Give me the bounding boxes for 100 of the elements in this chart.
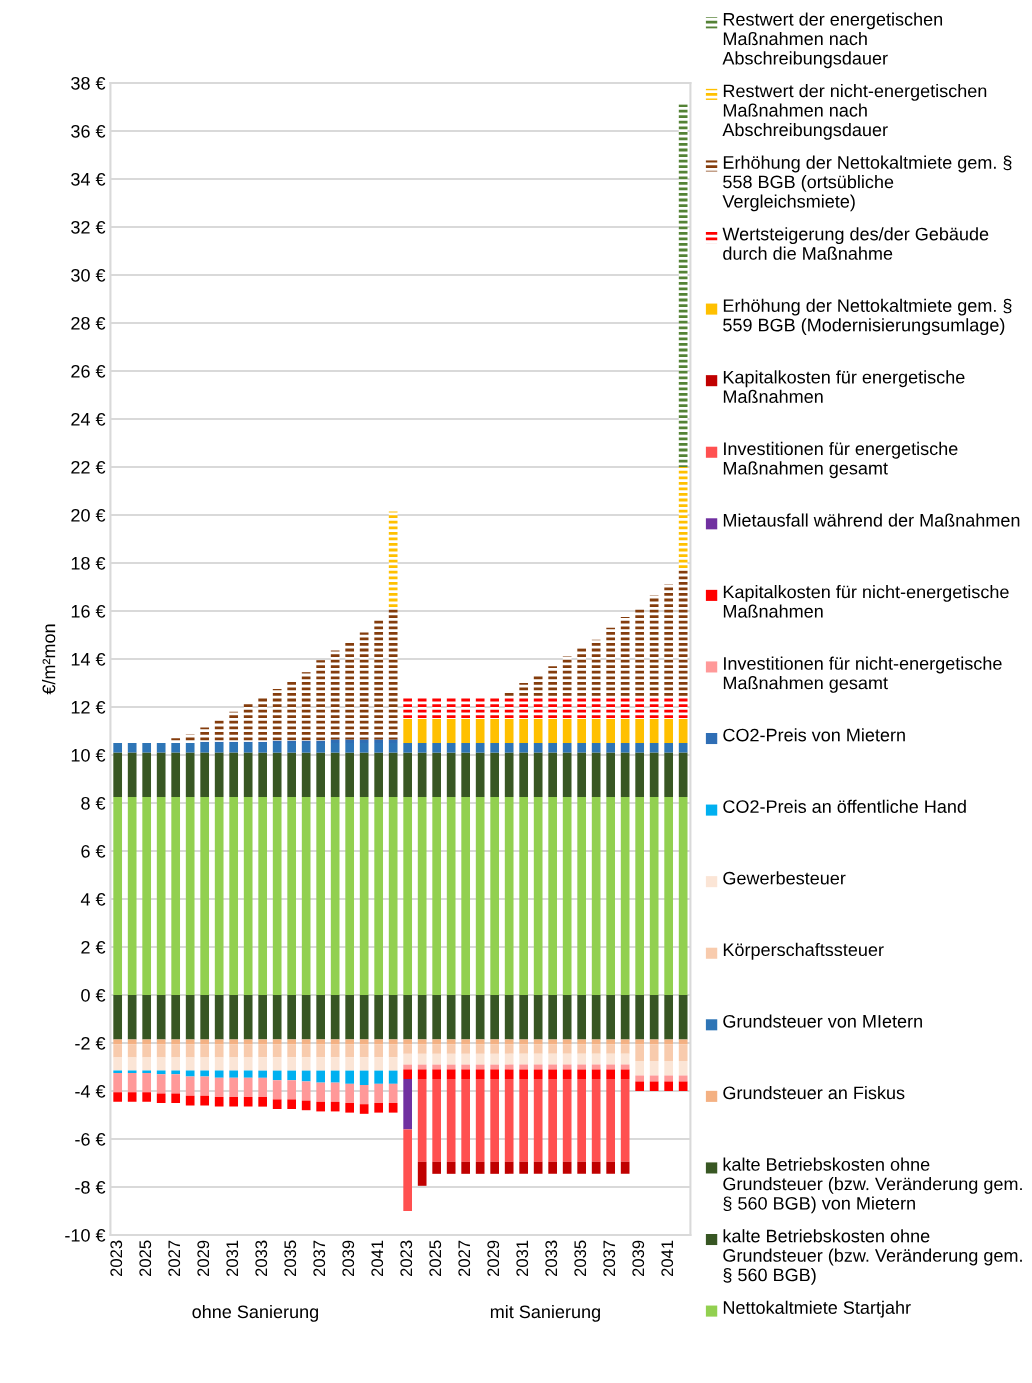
bar: [301, 752, 311, 797]
bar: [577, 1069, 587, 1080]
bar: [432, 797, 442, 996]
bar: [461, 797, 471, 996]
bar: [214, 1077, 224, 1098]
bar: [519, 797, 529, 996]
bar: [243, 1077, 253, 1098]
bar: [258, 696, 268, 742]
bar: [301, 672, 311, 741]
bar: [258, 1077, 268, 1098]
bar: [185, 734, 195, 743]
bar: [417, 719, 427, 743]
bar: [446, 1053, 456, 1065]
bar: [200, 1044, 210, 1058]
legend-label: Restwert der energetischen Maßnahmen nach Abschreibungsdauer: [722, 12, 943, 69]
bar: [577, 1161, 587, 1174]
bar: [548, 797, 558, 996]
bar: [475, 1053, 485, 1065]
bar: [316, 995, 326, 1040]
bar: [664, 1044, 674, 1062]
bar: [620, 1069, 630, 1080]
bar: [461, 1161, 471, 1174]
bar: [620, 752, 630, 797]
bar: [403, 696, 413, 719]
bar: [185, 743, 195, 753]
legend-label: kalte Betriebskosten ohne Grundsteuer (bzw. Veränderung gem. § 560 BGB) von Mietern: [723, 1157, 1022, 1214]
bar: [243, 1097, 253, 1107]
bar: [374, 1039, 384, 1045]
bar: [533, 743, 543, 753]
x-tick-label: 2023: [400, 1240, 413, 1277]
bar: [620, 1053, 630, 1065]
bar: [461, 719, 471, 743]
bar: [606, 995, 616, 1040]
bar: [229, 1070, 239, 1078]
bar: [635, 1039, 645, 1045]
bar: [258, 1044, 268, 1058]
bar: [490, 743, 500, 753]
bar: [591, 1044, 601, 1054]
bar: [504, 1039, 514, 1045]
bar: [533, 752, 543, 797]
bar: [417, 743, 427, 753]
bar: [490, 1039, 500, 1045]
x-tick-label: 2025: [139, 1240, 152, 1277]
bar: [446, 995, 456, 1040]
bar: [200, 727, 210, 742]
y-tick-label: 36 €: [71, 124, 106, 138]
legend-label: CO2-Preis an öffentliche Hand: [723, 799, 966, 813]
bar: [258, 752, 268, 797]
bar: [461, 1079, 471, 1162]
bar: [591, 1161, 601, 1174]
bar: [359, 797, 369, 996]
bar: [200, 743, 210, 753]
bar: [417, 995, 427, 1040]
bar: [127, 995, 137, 1040]
bar: [649, 1081, 659, 1092]
bar: [316, 743, 326, 753]
bar: [620, 1079, 630, 1162]
bar: [258, 1070, 268, 1078]
bar: [475, 995, 485, 1040]
legend-label: Gewerbesteuer: [723, 871, 846, 885]
bar: [113, 1057, 123, 1071]
bar: [214, 1057, 224, 1071]
bar: [142, 1073, 152, 1093]
bar: [664, 1061, 674, 1076]
bar: [272, 1070, 282, 1081]
legend-label: Kapitalkosten für nicht-energetische Maßnahmen: [723, 585, 1009, 618]
bar: [171, 752, 181, 797]
bar: [577, 797, 587, 996]
bar: [272, 995, 282, 1040]
bar: [432, 719, 442, 743]
y-tick-label: 34 €: [71, 172, 106, 186]
bar: [446, 1079, 456, 1162]
bar: [678, 1044, 688, 1062]
bar: [127, 1057, 137, 1071]
bar: [214, 797, 224, 996]
bar: [185, 1095, 195, 1106]
bar: [316, 1082, 326, 1102]
bar: [330, 1044, 340, 1058]
bar: [490, 1053, 500, 1065]
bar: [403, 1039, 413, 1045]
bar: [374, 1103, 384, 1113]
bar: [591, 1039, 601, 1045]
bar: [533, 995, 543, 1040]
bar: [519, 719, 529, 743]
legend-label: Grundsteuer an Fiskus: [723, 1086, 905, 1100]
bar: [490, 995, 500, 1040]
bar: [258, 743, 268, 753]
bar: [330, 1057, 340, 1071]
bar: [272, 689, 282, 741]
bar: [388, 608, 398, 740]
bar: [359, 1057, 369, 1071]
bar: [417, 797, 427, 996]
bar: [287, 1039, 297, 1045]
bar: [417, 1053, 427, 1065]
bar: [417, 1039, 427, 1045]
y-tick-label: -10 €: [65, 1228, 106, 1242]
bar: [330, 1039, 340, 1045]
bar: [229, 1039, 239, 1045]
x-tick-label: 2033: [255, 1240, 268, 1277]
bar: [272, 1044, 282, 1058]
